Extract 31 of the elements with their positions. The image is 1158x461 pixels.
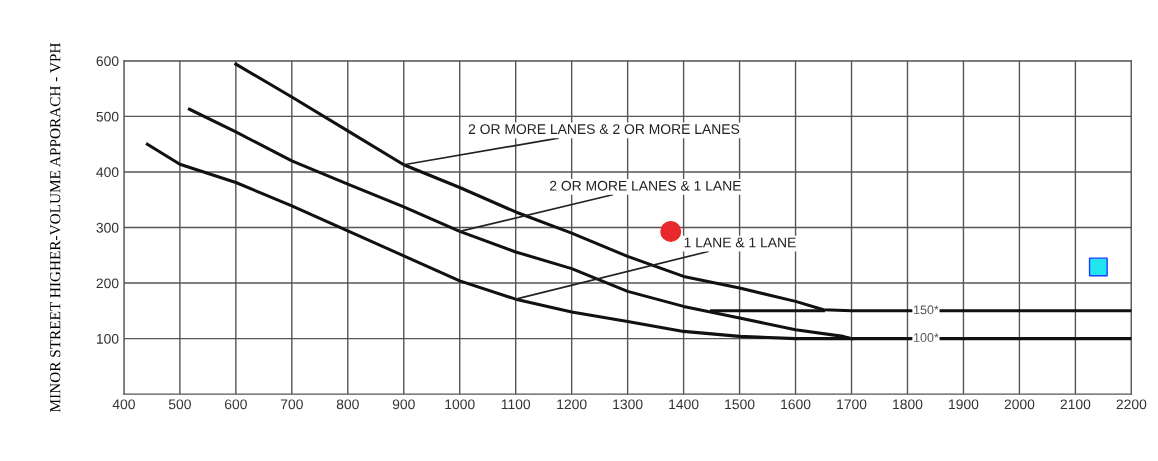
x-tick-label: 1600 (781, 399, 811, 410)
x-tick-label: 1400 (669, 399, 699, 410)
y-tick-label: 100 (96, 333, 119, 344)
x-tick-label: 1000 (445, 399, 475, 410)
x-tick-label: 1200 (557, 399, 587, 410)
x-tick-label: 600 (224, 399, 247, 410)
x-tick-label: 1500 (725, 399, 755, 410)
x-tick-label: 2100 (1060, 399, 1091, 410)
x-tick-label: 400 (112, 399, 135, 410)
y-tick-label: 300 (96, 222, 119, 233)
x-tick-label: 1900 (949, 399, 979, 410)
y-tick-label: 400 (96, 167, 119, 178)
annotation: 1 LANE & 1 LANE (684, 237, 796, 248)
x-tick-label: 2200 (1116, 399, 1147, 410)
annotation: 2 OR MORE LANES & 2 OR MORE LANES (468, 124, 740, 135)
y-tick-label: 600 (96, 56, 119, 67)
x-tick-label: 500 (168, 399, 191, 410)
annotation: 100* (914, 333, 939, 342)
x-tick-label: 700 (280, 399, 303, 410)
y-axis-title: MINOR STREET HIGHER-VOLUME APPORACH - VPH (50, 42, 61, 413)
x-tick-label: 1800 (893, 399, 923, 410)
x-tick-label: 1100 (501, 399, 531, 410)
x-tick-label: 1300 (613, 399, 643, 410)
x-tick-label: 800 (336, 399, 359, 410)
x-tick-label: 2000 (1004, 399, 1035, 410)
y-tick-label: 200 (96, 278, 119, 289)
x-tick-label: 900 (392, 399, 415, 410)
x-tick-label: 1700 (837, 399, 867, 410)
annotation: 150* (914, 305, 939, 315)
annotation: 2 OR MORE LANES & 1 LANE (549, 180, 741, 191)
y-tick-label: 500 (96, 111, 119, 122)
